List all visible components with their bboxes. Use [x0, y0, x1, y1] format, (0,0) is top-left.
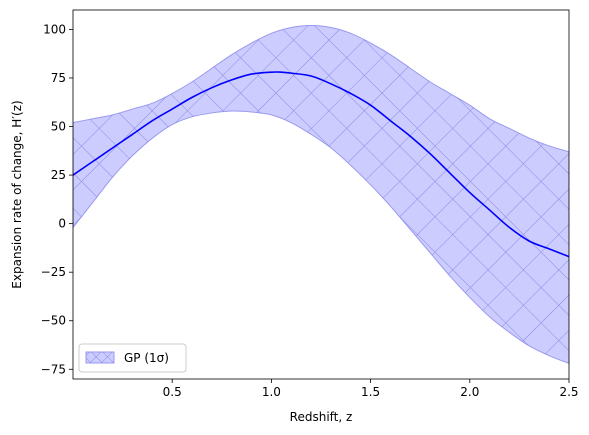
mean-line [73, 71, 569, 258]
y-tick-label: 50 [51, 120, 66, 134]
y-tick-label: 25 [51, 168, 66, 182]
y-tick-label: −50 [41, 314, 66, 328]
y-axis-ticks: −75 −50 −25 0 25 50 75 100 [41, 22, 73, 376]
legend-swatch-hatch [86, 352, 114, 363]
y-axis-label: Expansion rate of change, H′(z) [10, 100, 24, 288]
legend-box [78, 343, 187, 373]
plot-frame [72, 9, 570, 380]
x-tick-label: 2.0 [460, 385, 479, 399]
x-tick-label: 2.5 [559, 385, 578, 399]
x-axis-label: Redshift, z [290, 410, 353, 424]
plot-area [73, 25, 569, 364]
legend: GP (1σ) [78, 343, 187, 373]
y-tick-label: −25 [41, 265, 66, 279]
y-tick-label: 0 [58, 217, 66, 231]
x-tick-label: 1.5 [361, 385, 380, 399]
y-tick-label: 100 [43, 22, 66, 36]
y-tick-label: 75 [51, 71, 66, 85]
legend-entry-label: GP (1σ) [124, 351, 169, 365]
y-tick-label: −75 [41, 362, 66, 376]
x-axis-ticks: 0.5 1.0 1.5 2.0 2.5 [163, 379, 579, 399]
confidence-band-hatch [73, 25, 569, 364]
x-tick-label: 1.0 [262, 385, 281, 399]
x-tick-label: 0.5 [163, 385, 182, 399]
